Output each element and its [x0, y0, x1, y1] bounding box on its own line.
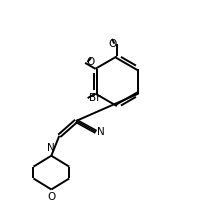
Text: O: O: [108, 39, 116, 49]
Text: O: O: [47, 192, 55, 202]
Text: N: N: [47, 143, 55, 153]
Text: O: O: [86, 57, 94, 67]
Text: N: N: [97, 127, 105, 138]
Text: Br: Br: [89, 93, 100, 103]
